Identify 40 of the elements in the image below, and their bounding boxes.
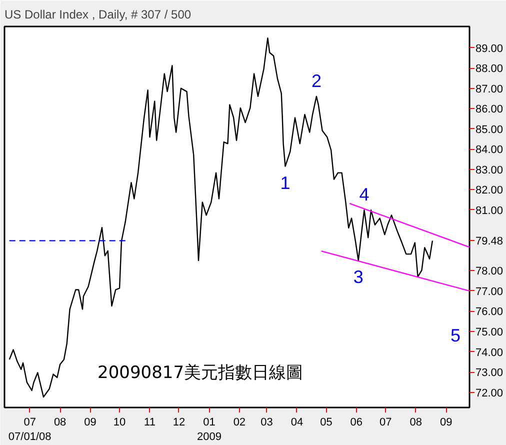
chart-title: US Dollar Index , Daily, # 307 / 500 [4, 8, 192, 22]
x-tick-label: 10 [113, 416, 126, 428]
y-tick-label: 74.00 [476, 346, 504, 359]
x-tick-label: 04 [290, 416, 304, 428]
x-tick-label: 05 [320, 416, 332, 428]
y-tick-label: 76.00 [476, 306, 504, 318]
x-tick-label: 08 [410, 416, 422, 428]
x-tick-label: 03 [260, 416, 273, 428]
line-series [8, 37, 434, 398]
y-tick-label: 77.00 [476, 286, 504, 298]
y-tick-label: 79.48 [476, 236, 504, 248]
y-tick-label: 84.00 [476, 144, 504, 156]
x-tick-label: 09 [440, 416, 452, 428]
y-tick-label: 81.00 [476, 204, 504, 217]
annotation: 1 [280, 172, 290, 193]
y-tick-label: 89.00 [476, 42, 504, 55]
x-tick-label: 12 [172, 416, 186, 428]
x-tick-label: 09 [84, 416, 96, 428]
annotation: 2 [311, 70, 322, 91]
annotation: 5 [450, 326, 461, 346]
y-tick-label: 75.00 [476, 326, 504, 339]
x-tick-label: 07 07/01/08 [8, 416, 52, 443]
y-tick-label: 82.00 [476, 184, 504, 197]
y-tick-label: 73.00 [476, 367, 504, 380]
x-tick-label: 06 [350, 416, 363, 428]
x-tick-label: 08 [54, 416, 66, 428]
annotation: 4 [359, 184, 370, 205]
y-tick-label: 88.00 [476, 63, 504, 76]
x-tick-label: 11 [144, 416, 156, 428]
y-tick-label: 85.00 [476, 124, 504, 136]
annotation: 20090817美元指數日線圖 [98, 363, 304, 384]
annotation: 3 [353, 267, 364, 288]
y-tick-label: 72.00 [476, 387, 504, 400]
y-tick-label: 78.00 [476, 266, 504, 278]
y-tick-label: 86.00 [476, 104, 504, 116]
y-tick-label: 87.00 [476, 83, 504, 96]
y-tick-label: 83.00 [476, 164, 504, 176]
x-tick-label: 07 [380, 416, 392, 428]
x-tick-label: 01 2009 [196, 416, 222, 443]
x-tick-label: 02 [233, 416, 246, 428]
